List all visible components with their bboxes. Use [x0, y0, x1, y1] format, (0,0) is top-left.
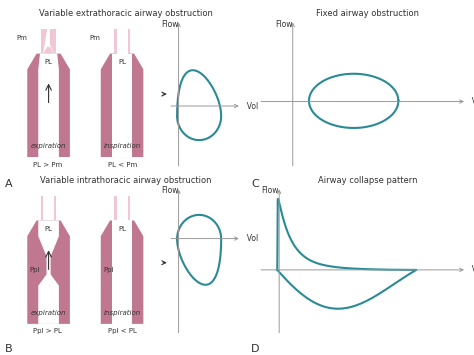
Text: Flow: Flow — [262, 186, 279, 195]
Polygon shape — [117, 196, 128, 220]
Text: expiration: expiration — [31, 143, 66, 149]
Text: inspiration: inspiration — [103, 143, 141, 149]
Polygon shape — [43, 29, 54, 54]
Text: PL < Pm: PL < Pm — [108, 162, 137, 168]
Polygon shape — [27, 220, 70, 324]
Text: Volume: Volume — [242, 102, 275, 110]
Polygon shape — [43, 196, 54, 220]
Text: Variable intrathoracic airway obstruction: Variable intrathoracic airway obstructio… — [40, 176, 211, 185]
Text: Fixed airway obstruction: Fixed airway obstruction — [316, 9, 419, 18]
Text: Volume: Volume — [467, 266, 474, 274]
Polygon shape — [115, 196, 129, 220]
Polygon shape — [112, 220, 132, 324]
Text: A: A — [5, 179, 12, 189]
Text: Ppl > PL: Ppl > PL — [33, 328, 62, 334]
Polygon shape — [115, 29, 129, 54]
Text: Ppl: Ppl — [103, 267, 114, 273]
Text: B: B — [5, 344, 12, 354]
Polygon shape — [38, 220, 59, 324]
Text: inspiration: inspiration — [103, 310, 141, 316]
Text: Volume: Volume — [467, 97, 474, 106]
Text: PL: PL — [45, 59, 53, 65]
Text: Variable extrathoracic airway obstruction: Variable extrathoracic airway obstructio… — [39, 9, 212, 18]
Text: Airway collapse pattern: Airway collapse pattern — [318, 176, 417, 185]
Polygon shape — [101, 54, 143, 157]
Text: PL: PL — [45, 225, 53, 231]
Polygon shape — [112, 54, 132, 157]
Polygon shape — [101, 220, 143, 324]
Polygon shape — [41, 29, 56, 54]
Text: Flow: Flow — [161, 20, 179, 28]
Text: expiration: expiration — [31, 310, 66, 316]
Polygon shape — [117, 29, 128, 54]
Text: Flow: Flow — [275, 20, 293, 28]
Text: Ppl: Ppl — [30, 267, 40, 273]
Text: Ppl < PL: Ppl < PL — [108, 328, 137, 334]
Text: PL: PL — [118, 225, 126, 231]
Polygon shape — [38, 54, 59, 157]
Text: Volume: Volume — [242, 234, 275, 243]
Text: Pm: Pm — [16, 35, 27, 41]
Polygon shape — [27, 54, 70, 157]
Polygon shape — [43, 47, 54, 54]
Polygon shape — [41, 196, 56, 220]
Text: PL > Pm: PL > Pm — [33, 162, 62, 168]
Text: C: C — [251, 179, 259, 189]
Text: Pm: Pm — [90, 35, 100, 41]
Text: D: D — [251, 344, 260, 354]
Text: Flow: Flow — [161, 186, 179, 195]
Text: PL: PL — [118, 59, 126, 65]
